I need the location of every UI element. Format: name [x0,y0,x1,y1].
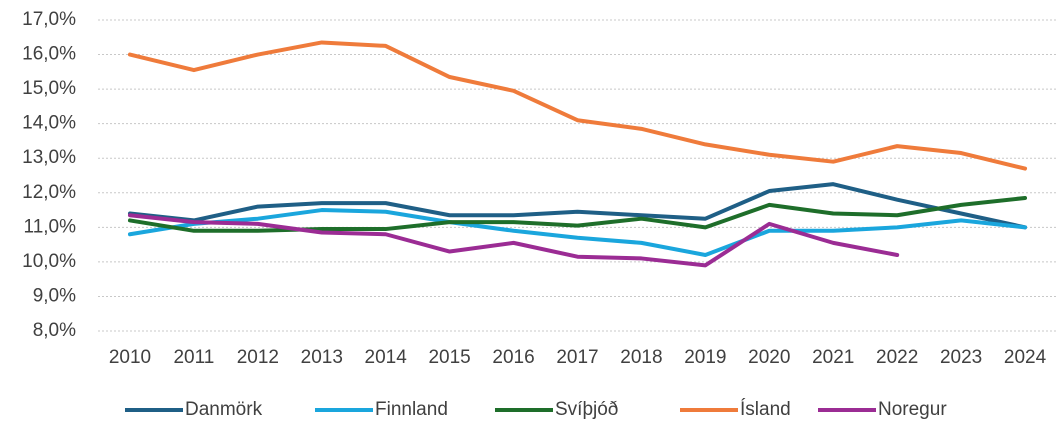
legend-label: Ísland [740,399,791,420]
legend-label: Noregur [878,399,947,420]
y-tick-label: 14,0% [22,113,76,134]
legend-label: Finnland [375,399,448,420]
x-tick-label: 2011 [173,347,214,368]
y-tick-label: 9,0% [33,285,76,306]
x-tick-label: 2016 [492,347,534,368]
x-tick-label: 2024 [1004,347,1047,368]
x-tick-label: 2017 [556,347,598,368]
x-tick-label: 2023 [940,347,982,368]
y-tick-label: 16,0% [22,44,76,65]
x-tick-label: 2015 [428,347,470,368]
y-tick-label: 11,0% [24,216,77,237]
x-tick-label: 2013 [301,347,343,368]
x-tick-label: 2019 [684,347,726,368]
line-series [127,40,1028,171]
legend-label: Svíþjóð [555,399,618,420]
y-tick-label: 15,0% [22,78,76,99]
line-series [127,182,1028,230]
y-tick-label: 10,0% [22,251,76,272]
y-tick-label: 8,0% [33,320,76,341]
x-tick-label: 2010 [109,347,151,368]
x-tick-label: 2018 [620,347,662,368]
x-tick-label: 2014 [365,347,408,368]
y-tick-label: 13,0% [22,147,76,168]
x-tick-label: 2012 [237,347,279,368]
x-tick-label: 2022 [876,347,918,368]
y-tick-label: 12,0% [22,182,76,203]
x-tick-label: 2021 [812,347,854,368]
legend-label: Danmörk [185,399,263,420]
line-series [127,208,1028,257]
x-tick-label: 2020 [748,347,790,368]
line-series [127,213,900,268]
line-series [127,195,1028,233]
y-tick-label: 17,0% [22,9,76,30]
